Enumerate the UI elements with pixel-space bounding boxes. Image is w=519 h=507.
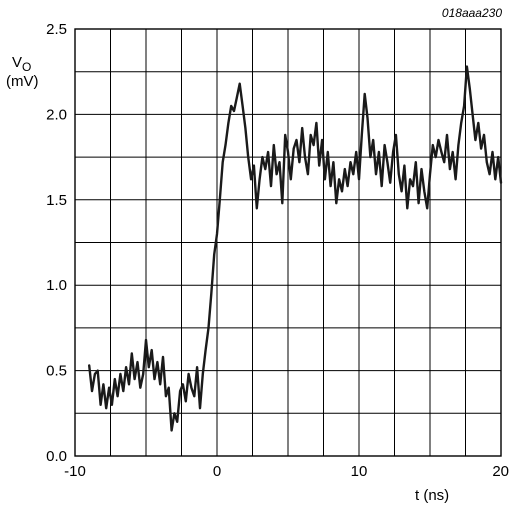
plot-frame [74, 28, 502, 457]
y-tick-label: 1.5 [46, 192, 67, 209]
figure-code: 018aaa230 [442, 6, 502, 20]
series-line [88, 65, 503, 432]
grid [74, 28, 502, 457]
y-tick-label: 0.5 [46, 363, 67, 380]
y-axis-label-sub: O [22, 60, 31, 74]
x-tick-label: 20 [492, 463, 509, 480]
y-tick-label: 0.0 [46, 448, 67, 465]
tick-labels: 0.0 0.5 1.0 1.5 2.0 2.5 -10 0 10 20 [46, 21, 509, 480]
y-axis-label: VO [12, 54, 31, 74]
x-tick-label: 10 [351, 463, 368, 480]
y-tick-label: 1.0 [46, 277, 67, 294]
y-tick-label: 2.0 [46, 106, 67, 123]
x-tick-label: -10 [64, 463, 86, 480]
x-axis-label: t (ns) [415, 487, 449, 504]
y-tick-label: 2.5 [46, 21, 67, 38]
y-axis-label-main: V [12, 54, 22, 71]
x-tick-label: 0 [213, 463, 221, 480]
y-axis-unit: (mV) [6, 73, 39, 90]
